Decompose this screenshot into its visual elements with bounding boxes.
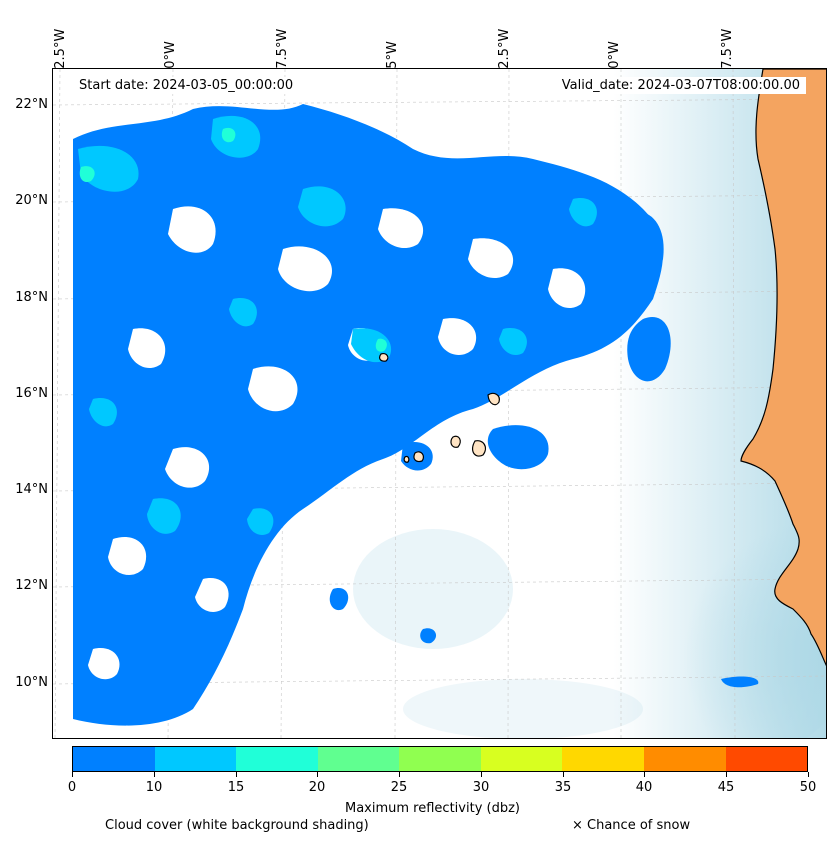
lat-label-12n: 12°N (15, 578, 48, 593)
lat-label-10n: 10°N (15, 675, 48, 690)
valid-date-label: Valid_date: 2024-03-07T08:00:00.00 (555, 77, 806, 94)
south-cloud-shading (563, 489, 826, 738)
colorbar-tick-label: 0 (67, 780, 77, 795)
colorbar-tick-label: 15 (227, 780, 245, 795)
colorbar-tick (481, 772, 482, 777)
colorbar-tick-label: 35 (554, 780, 572, 795)
lat-label-22n: 22°N (15, 97, 48, 112)
colorbar-segment-2 (236, 747, 318, 771)
start-date-label: Start date: 2024-03-05_00:00:00 (73, 77, 300, 94)
colorbar-tick-label: 30 (472, 780, 490, 795)
lat-label-14n: 14°N (15, 482, 48, 497)
colorbar-label: Maximum reflectivity (dbz) (345, 801, 520, 816)
colorbar-segment-6 (562, 747, 644, 771)
cloud-cover-note: Cloud cover (white background shading) (105, 818, 369, 833)
south-central-cloud-shading (403, 679, 643, 738)
colorbar-tick-label: 50 (799, 780, 817, 795)
colorbar-segment-7 (643, 747, 726, 771)
colorbar-segment-3 (317, 747, 400, 771)
lat-label-20n: 20°N (15, 193, 48, 208)
colorbar-tick (808, 772, 809, 777)
colorbar-tick (399, 772, 400, 777)
colorbar-tick (563, 772, 564, 777)
colorbar-tick-label: 40 (635, 780, 653, 795)
snow-legend: × Chance of snow (572, 818, 691, 833)
reflectivity-15-20 (79, 127, 387, 352)
colorbar-tick (726, 772, 727, 777)
map-panel: Start date: 2024-03-05_00:00:00 Valid_da… (52, 68, 827, 739)
colorbar-segment-5 (480, 747, 563, 771)
west-africa-land (740, 69, 826, 667)
lat-label-16n: 16°N (15, 386, 48, 401)
colorbar-tick (154, 772, 155, 777)
colorbar-tick-label: 20 (308, 780, 326, 795)
colorbar-tick (72, 772, 73, 777)
colorbar-segment-8 (725, 747, 808, 771)
reflectivity-10-15 (78, 115, 597, 536)
reflectivity-colorbar (72, 746, 808, 772)
colorbar-tick-label: 10 (145, 780, 163, 795)
central-cloud-shading (353, 529, 513, 649)
colorbar-tick (644, 772, 645, 777)
reflectivity-map (53, 69, 826, 738)
colorbar-tick-label: 45 (717, 780, 735, 795)
reflectivity-0-10 (73, 104, 759, 726)
colorbar-tick-label: 25 (390, 780, 408, 795)
colorbar-segment-4 (399, 747, 481, 771)
cape-verde-islands (379, 353, 500, 463)
colorbar-tick (236, 772, 237, 777)
lat-label-18n: 18°N (15, 290, 48, 305)
colorbar-tick (317, 772, 318, 777)
colorbar-segment-0 (73, 747, 155, 771)
colorbar-segment-1 (154, 747, 237, 771)
